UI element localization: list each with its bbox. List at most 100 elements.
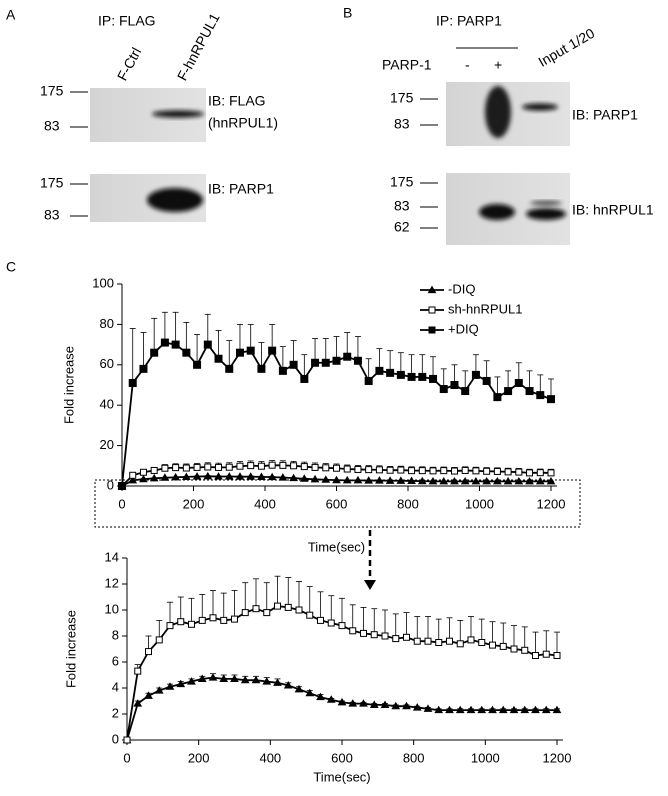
legend-marker xyxy=(428,326,436,334)
x-tick-label: 0 xyxy=(123,750,130,765)
marker xyxy=(192,472,202,480)
marker xyxy=(520,705,530,714)
marker xyxy=(321,475,331,483)
marker xyxy=(177,618,185,626)
marker xyxy=(369,700,379,708)
marker xyxy=(246,346,255,355)
marker xyxy=(397,466,405,474)
mw-marker: 175 xyxy=(40,175,64,191)
marker xyxy=(322,464,330,472)
marker xyxy=(498,705,508,714)
marker xyxy=(552,705,562,714)
y-tick-label: 80 xyxy=(100,316,114,331)
marker xyxy=(359,699,368,707)
marker xyxy=(541,705,551,714)
marker xyxy=(396,476,406,484)
marker xyxy=(450,467,458,475)
marker xyxy=(231,615,238,623)
marker xyxy=(118,482,126,490)
marker xyxy=(456,640,464,648)
marker xyxy=(418,372,427,381)
marker xyxy=(247,462,255,470)
marker xyxy=(461,466,469,474)
marker xyxy=(407,476,416,485)
y-tick-label: 40 xyxy=(100,397,114,412)
marker xyxy=(161,464,169,472)
mw-marker: 175 xyxy=(390,174,414,190)
marker xyxy=(139,474,148,483)
y-tick-label: 12 xyxy=(105,575,119,590)
marker xyxy=(392,635,400,643)
marker xyxy=(332,475,341,484)
x-tick-label: 200 xyxy=(183,496,205,511)
lane-label: - xyxy=(465,57,470,73)
marker xyxy=(348,699,358,707)
marker xyxy=(225,364,234,373)
marker xyxy=(532,652,539,659)
marker xyxy=(279,461,287,469)
x-tick-label: 800 xyxy=(403,750,425,765)
marker xyxy=(424,637,432,645)
marker xyxy=(235,348,244,357)
x-tick-label: 400 xyxy=(254,496,276,511)
marker xyxy=(268,461,276,469)
marker xyxy=(278,366,287,375)
marker xyxy=(428,476,438,485)
marker xyxy=(482,376,491,385)
marker xyxy=(203,471,213,480)
marker xyxy=(450,476,459,485)
marker xyxy=(305,688,315,697)
marker xyxy=(423,704,433,712)
marker xyxy=(460,476,470,485)
y-tick-label: 14 xyxy=(105,549,119,564)
marker xyxy=(311,358,320,367)
marker xyxy=(434,705,444,714)
marker xyxy=(381,632,389,640)
marker xyxy=(417,476,427,485)
marker xyxy=(364,476,374,484)
marker xyxy=(471,476,481,485)
marker xyxy=(166,622,174,630)
panel-label: B xyxy=(343,5,352,21)
marker xyxy=(208,673,218,681)
marker xyxy=(429,374,438,383)
marker xyxy=(235,472,245,480)
marker xyxy=(407,372,416,381)
band xyxy=(485,86,511,138)
marker xyxy=(402,701,411,710)
y-tick-label: 0 xyxy=(112,731,119,746)
marker xyxy=(289,473,298,482)
marker xyxy=(493,393,502,402)
marker xyxy=(531,705,540,714)
y-tick-label: 20 xyxy=(100,437,114,452)
band xyxy=(152,110,204,118)
marker xyxy=(547,469,555,477)
marker xyxy=(353,356,362,365)
marker xyxy=(311,463,319,471)
ib-label: IB: PARP1 xyxy=(572,107,638,123)
marker xyxy=(133,699,143,707)
ib-label: (hnRPUL1) xyxy=(208,115,278,131)
marker xyxy=(198,616,206,624)
y-axis-label: Fold increase xyxy=(63,610,78,688)
marker xyxy=(493,476,502,485)
marker xyxy=(155,636,163,644)
marker xyxy=(429,467,437,475)
marker xyxy=(553,652,561,659)
x-tick-label: 1200 xyxy=(543,750,572,765)
x-tick-label: 200 xyxy=(188,750,210,765)
row-label: PARP-1 xyxy=(382,57,432,73)
marker xyxy=(450,381,459,389)
marker xyxy=(193,360,202,369)
marker xyxy=(241,609,249,617)
marker xyxy=(149,473,159,482)
y-tick-label: 0 xyxy=(107,477,114,492)
marker xyxy=(503,476,513,485)
marker xyxy=(391,701,401,710)
marker xyxy=(209,614,217,622)
marker xyxy=(365,466,373,474)
marker xyxy=(338,622,346,630)
x-axis-label: Time(sec) xyxy=(313,769,370,784)
marker xyxy=(386,466,394,474)
